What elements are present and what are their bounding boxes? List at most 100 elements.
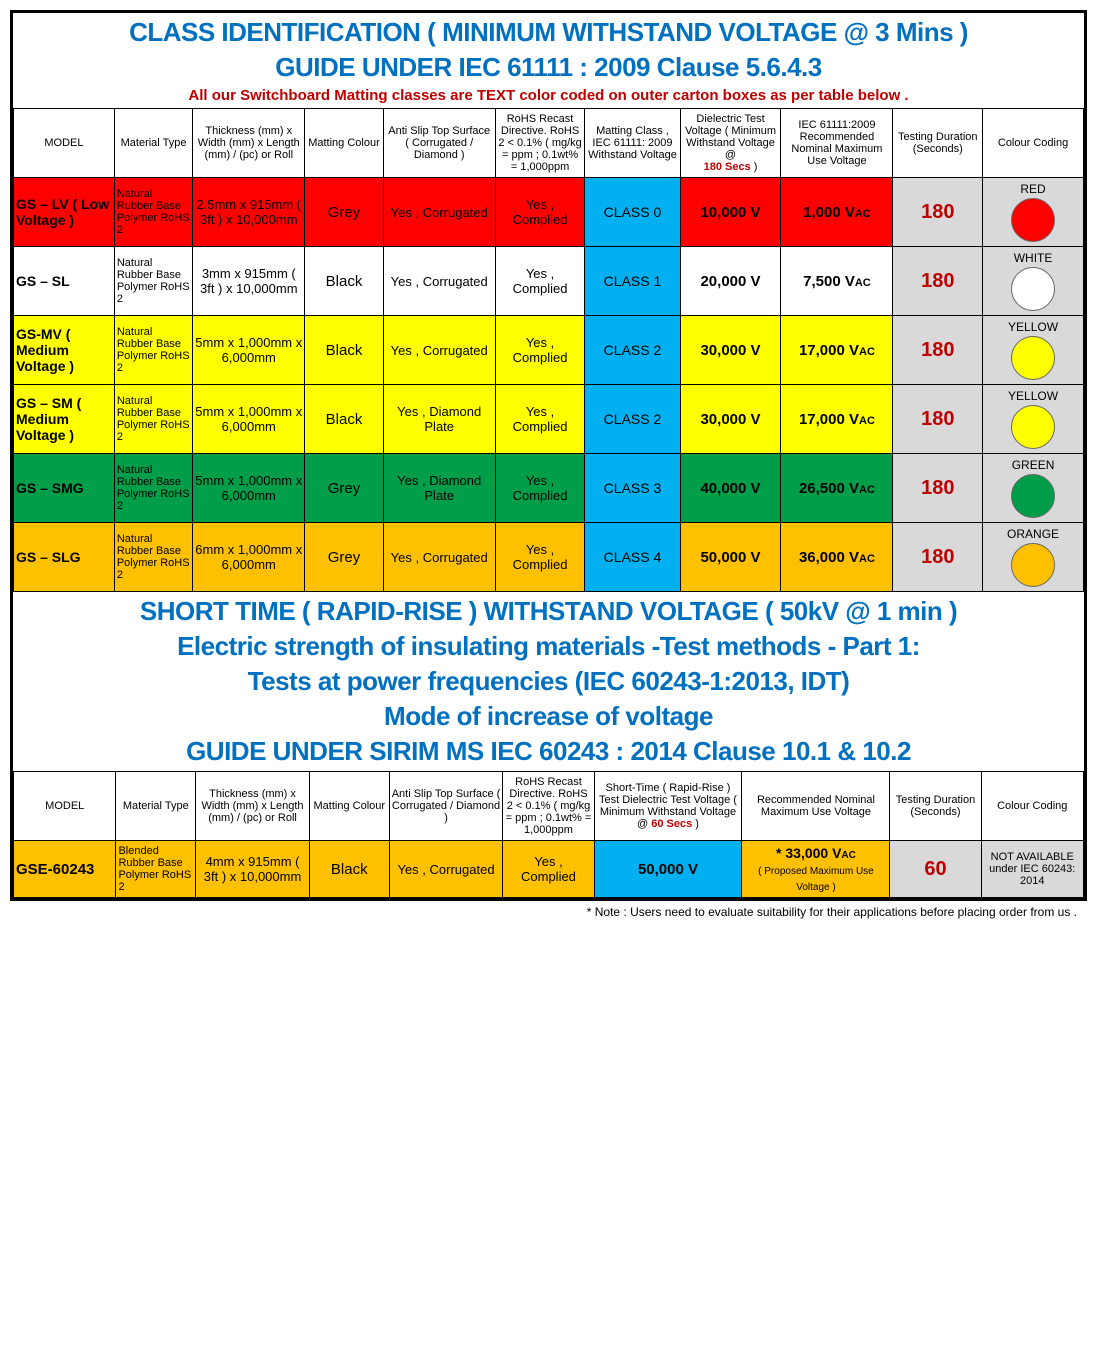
table-row: GS – SLGNatural Rubber Base Polymer RoHS…	[14, 523, 1084, 592]
cell-class: CLASS 4	[585, 523, 680, 592]
col-rohs: RoHS Recast Directive. RoHS 2 < 0.1% ( m…	[495, 109, 585, 178]
cell-iec: 26,500 VAC	[781, 454, 893, 523]
cell-matting-colour: Black	[309, 841, 389, 898]
cell-duration: 180	[893, 385, 983, 454]
cell-thickness: 5mm x 1,000mm x 6,000mm	[193, 454, 305, 523]
document-frame: CLASS IDENTIFICATION ( MINIMUM WITHSTAND…	[10, 10, 1087, 901]
cell-anti-slip: Yes , Corrugated	[383, 316, 495, 385]
cell-anti-slip: Yes , Corrugated	[383, 178, 495, 247]
cell-anti-slip: Yes , Corrugated	[383, 523, 495, 592]
colour-swatch	[1011, 198, 1055, 242]
col-testing-duration: Testing Duration (Seconds)	[890, 772, 981, 841]
table-2: MODEL Material Type Thickness (mm) x Wid…	[13, 771, 1084, 898]
col-anti-slip: Anti Slip Top Surface ( Corrugated / Dia…	[383, 109, 495, 178]
cell-colour-coding: YELLOW	[983, 385, 1084, 454]
cell-material: Natural Rubber Base Polymer RoHS 2	[114, 523, 192, 592]
cell-rohs: Yes , Complied	[495, 247, 585, 316]
warning-line: All our Switchboard Matting classes are …	[21, 87, 1076, 104]
title2-line-4: Mode of increase of voltage	[13, 701, 1084, 732]
cell-model: GS – LV ( Low Voltage )	[14, 178, 115, 247]
cell-rohs: Yes , Complied	[495, 454, 585, 523]
col-model: MODEL	[14, 109, 115, 178]
cell-iec: 36,000 VAC	[781, 523, 893, 592]
cell-model: GS – SL	[14, 247, 115, 316]
colour-swatch	[1011, 474, 1055, 518]
cell-colour-coding: GREEN	[983, 454, 1084, 523]
cell-voltage: 40,000 V	[680, 454, 781, 523]
table-row: GS-MV ( Medium Voltage )Natural Rubber B…	[14, 316, 1084, 385]
cell-model: GS – SLG	[14, 523, 115, 592]
cell-thickness: 3mm x 915mm ( 3ft ) x 10,000mm	[193, 247, 305, 316]
col-material: Material Type	[114, 109, 192, 178]
cell-rec-max: * 33,000 VAC( Proposed Maximum Use Volta…	[742, 841, 890, 898]
col-short-time: Short-Time ( Rapid-Rise ) Test Dielectri…	[594, 772, 742, 841]
col-matting-class: Matting Class , IEC 61111: 2009 Withstan…	[585, 109, 680, 178]
cell-colour-coding: ORANGE	[983, 523, 1084, 592]
col-thickness: Thickness (mm) x Width (mm) x Length (mm…	[193, 109, 305, 178]
cell-model: GS-MV ( Medium Voltage )	[14, 316, 115, 385]
col-testing-duration: Testing Duration (Seconds)	[893, 109, 983, 178]
cell-thickness: 6mm x 1,000mm x 6,000mm	[193, 523, 305, 592]
title-line-1: CLASS IDENTIFICATION ( MINIMUM WITHSTAND…	[13, 17, 1084, 48]
cell-duration: 180	[893, 454, 983, 523]
cell-duration: 180	[893, 523, 983, 592]
cell-class: CLASS 0	[585, 178, 680, 247]
cell-iec: 7,500 VAC	[781, 247, 893, 316]
cell-matting-colour: Black	[305, 385, 383, 454]
col-rec-max: Recommended Nominal Maximum Use Voltage	[742, 772, 890, 841]
cell-thickness: 5mm x 1,000mm x 6,000mm	[193, 385, 305, 454]
cell-voltage: 30,000 V	[680, 316, 781, 385]
cell-duration: 180	[893, 178, 983, 247]
cell-rohs: Yes , Complied	[495, 316, 585, 385]
cell-rohs: Yes , Complied	[495, 178, 585, 247]
cell-duration: 60	[890, 841, 981, 898]
cell-iec: 17,000 VAC	[781, 316, 893, 385]
col-thickness: Thickness (mm) x Width (mm) x Length (mm…	[196, 772, 310, 841]
table-1-header: MODEL Material Type Thickness (mm) x Wid…	[14, 109, 1084, 178]
title2-line-1: SHORT TIME ( RAPID-RISE ) WITHSTAND VOLT…	[13, 596, 1084, 627]
table-1: MODEL Material Type Thickness (mm) x Wid…	[13, 108, 1084, 592]
col-colour-coding: Colour Coding	[981, 772, 1084, 841]
cell-voltage: 50,000 V	[594, 841, 742, 898]
cell-colour-coding: YELLOW	[983, 316, 1084, 385]
cell-voltage: 10,000 V	[680, 178, 781, 247]
col-matting-colour: Matting Colour	[309, 772, 389, 841]
table-row: GS – SM ( Medium Voltage )Natural Rubber…	[14, 385, 1084, 454]
cell-anti-slip: Yes , Diamond Plate	[383, 385, 495, 454]
cell-material: Natural Rubber Base Polymer RoHS 2	[114, 316, 192, 385]
cell-iec: 1,000 VAC	[781, 178, 893, 247]
cell-colour-coding: NOT AVAILABLE under IEC 60243: 2014	[981, 841, 1084, 898]
colour-swatch	[1011, 267, 1055, 311]
cell-colour-coding: RED	[983, 178, 1084, 247]
table-2-header: MODEL Material Type Thickness (mm) x Wid…	[14, 772, 1084, 841]
cell-thickness: 4mm x 915mm ( 3ft ) x 10,000mm	[196, 841, 310, 898]
footnote: * Note : Users need to evaluate suitabil…	[10, 901, 1087, 923]
col-model: MODEL	[14, 772, 116, 841]
cell-class: CLASS 3	[585, 454, 680, 523]
col-anti-slip: Anti Slip Top Surface ( Corrugated / Dia…	[389, 772, 503, 841]
cell-class: CLASS 2	[585, 385, 680, 454]
col-dielectric: Dielectric Test Voltage ( Minimum Withst…	[680, 109, 781, 178]
cell-thickness: 5mm x 1,000mm x 6,000mm	[193, 316, 305, 385]
colour-swatch	[1011, 543, 1055, 587]
cell-rohs: Yes , Complied	[495, 385, 585, 454]
cell-duration: 180	[893, 247, 983, 316]
colour-swatch	[1011, 336, 1055, 380]
cell-material: Natural Rubber Base Polymer RoHS 2	[114, 454, 192, 523]
cell-voltage: 20,000 V	[680, 247, 781, 316]
cell-matting-colour: Grey	[305, 454, 383, 523]
table-row: GS – SLNatural Rubber Base Polymer RoHS …	[14, 247, 1084, 316]
cell-iec: 17,000 VAC	[781, 385, 893, 454]
col-iec: IEC 61111:2009 Recommended Nominal Maxim…	[781, 109, 893, 178]
cell-material: Blended Rubber Base Polymer RoHS 2	[116, 841, 196, 898]
title2-line-3: Tests at power frequencies (IEC 60243-1:…	[13, 666, 1084, 697]
cell-material: Natural Rubber Base Polymer RoHS 2	[114, 247, 192, 316]
col-colour-coding: Colour Coding	[983, 109, 1084, 178]
cell-matting-colour: Grey	[305, 178, 383, 247]
col-rohs: RoHS Recast Directive. RoHS 2 < 0.1% ( m…	[503, 772, 594, 841]
cell-class: CLASS 2	[585, 316, 680, 385]
cell-rohs: Yes , Complied	[503, 841, 594, 898]
col-material: Material Type	[116, 772, 196, 841]
cell-model: GS – SM ( Medium Voltage )	[14, 385, 115, 454]
cell-material: Natural Rubber Base Polymer RoHS 2	[114, 385, 192, 454]
